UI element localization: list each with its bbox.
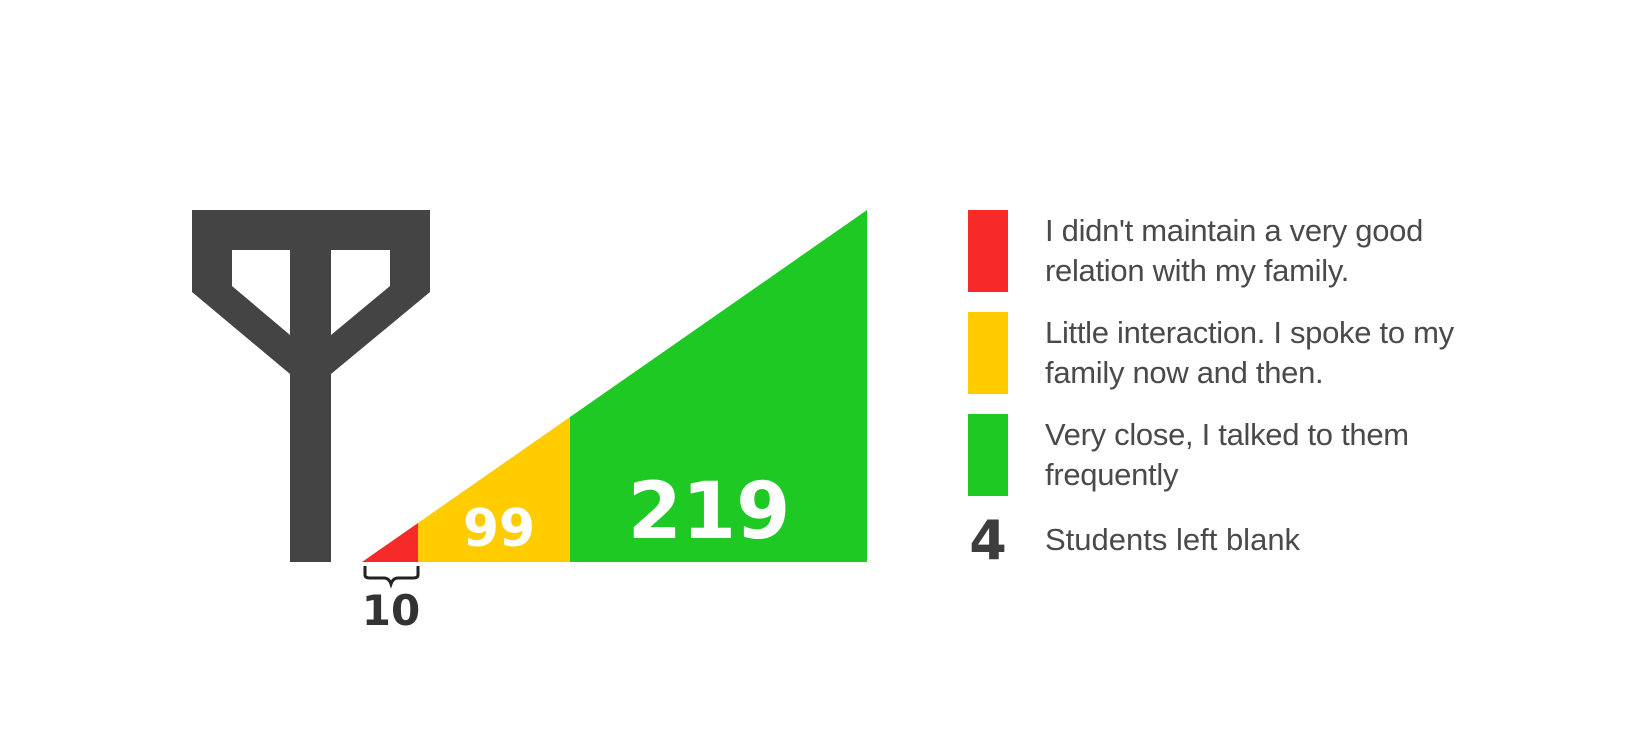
legend-swatch-red — [968, 210, 1008, 292]
segment-labels: 10 99 219 — [362, 467, 791, 635]
legend-item-green: Very close, I talked to them frequently — [968, 414, 1528, 496]
segment-green — [570, 210, 867, 562]
legend-item-yellow: Little interaction. I spoke to my family… — [968, 312, 1528, 394]
blank-label: Students left blank — [1045, 522, 1301, 557]
brace-icon — [363, 566, 420, 589]
legend-label: I didn't maintain a very good relation w… — [1045, 213, 1424, 288]
legend-swatch-green — [968, 414, 1008, 496]
segment-label-green: 219 — [628, 467, 791, 557]
segment-red — [362, 522, 418, 562]
legend-label: Little interaction. I spoke to my family… — [1045, 315, 1454, 390]
blank-count: 4 — [969, 508, 1007, 572]
segment-label-red: 10 — [362, 586, 420, 635]
segment-yellow — [418, 417, 570, 562]
legend-item-red: I didn't maintain a very good relation w… — [968, 210, 1528, 292]
blank-count-row: 4 Students left blank — [968, 508, 1528, 572]
triangle-segments — [362, 210, 867, 562]
segment-label-yellow: 99 — [463, 499, 535, 559]
legend-swatch-yellow — [968, 312, 1008, 394]
legend: I didn't maintain a very good relation w… — [968, 210, 1528, 572]
legend-label: Very close, I talked to them frequently — [1045, 417, 1409, 492]
family-tree-icon — [192, 210, 430, 562]
